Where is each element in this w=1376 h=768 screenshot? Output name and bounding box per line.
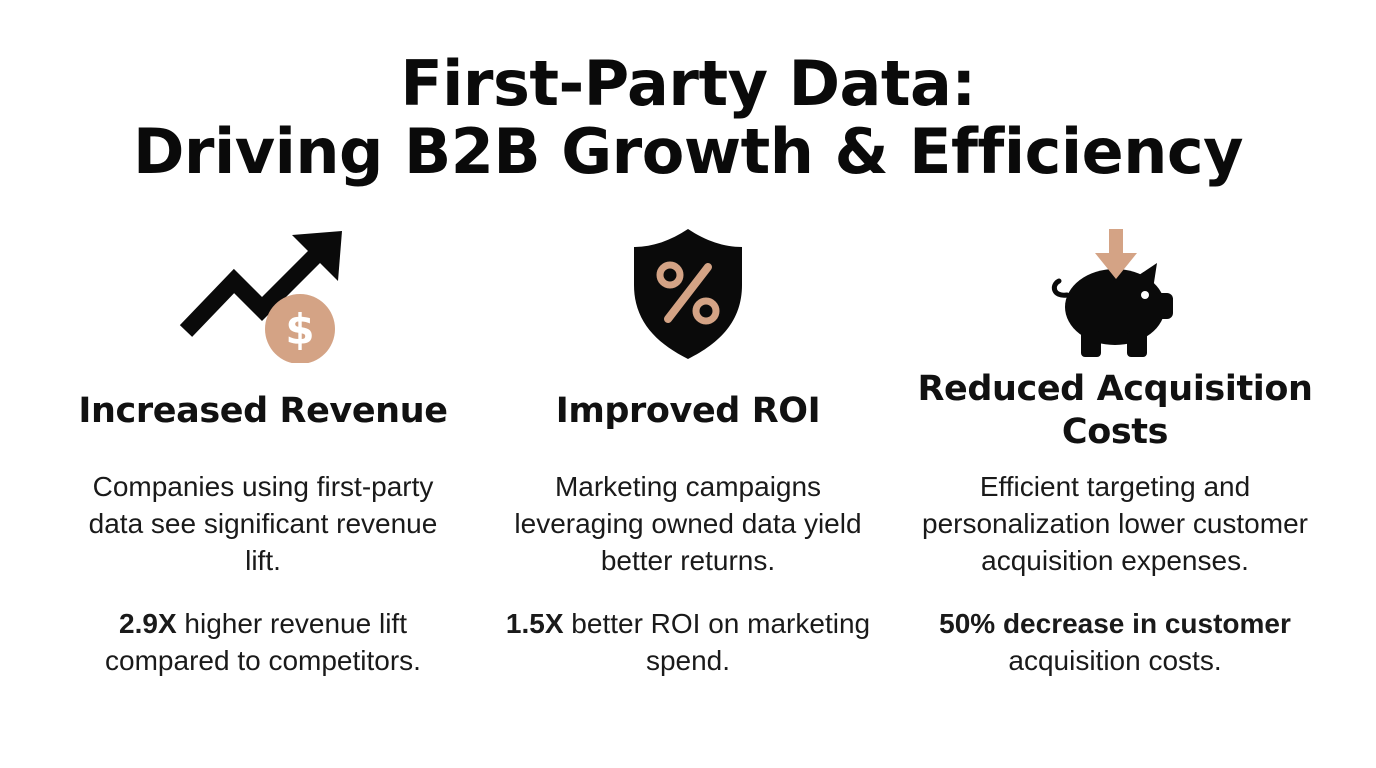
- title-line-1: First-Party Data:: [400, 47, 976, 120]
- stat-text: better ROI on marketing spend.: [563, 608, 871, 676]
- page-title: First-Party Data: Driving B2B Growth & E…: [0, 50, 1376, 186]
- benefit-column-revenue: $ Increased Revenue Companies using firs…: [48, 218, 478, 679]
- benefit-stat: 1.5X better ROI on marketing spend.: [498, 605, 878, 679]
- title-line-2: Driving B2B Growth & Efficiency: [132, 115, 1244, 188]
- benefit-stat: 2.9X higher revenue lift compared to com…: [73, 605, 453, 679]
- stat-highlight: 50% decrease in customer: [939, 608, 1291, 639]
- stat-text: acquisition costs.: [1008, 645, 1222, 676]
- benefit-heading: Reduced Acquisition Costs: [917, 369, 1313, 452]
- benefit-description: Marketing campaigns leveraging owned dat…: [514, 471, 862, 576]
- benefit-description: Efficient targeting and personalization …: [922, 471, 1308, 576]
- benefit-column-roi: Improved ROI Marketing campaigns leverag…: [473, 218, 903, 679]
- svg-text:$: $: [285, 305, 314, 354]
- shield-percent-icon: [473, 218, 903, 368]
- stat-highlight: 2.9X: [119, 608, 177, 639]
- benefit-heading: Increased Revenue: [78, 390, 448, 431]
- stat-highlight: 1.5X: [505, 608, 564, 639]
- trending-up-dollar-icon: $: [48, 218, 478, 368]
- benefit-stat: 50% decrease in customer acquisition cos…: [925, 605, 1305, 679]
- stat-text: higher revenue lift compared to competit…: [105, 608, 421, 676]
- benefit-description: Companies using first-party data see sig…: [88, 471, 438, 576]
- benefit-column-acquisition: Reduced Acquisition Costs Efficient targ…: [900, 218, 1330, 679]
- benefit-heading: Improved ROI: [555, 390, 821, 431]
- piggy-bank-down-arrow-icon: [900, 218, 1330, 368]
